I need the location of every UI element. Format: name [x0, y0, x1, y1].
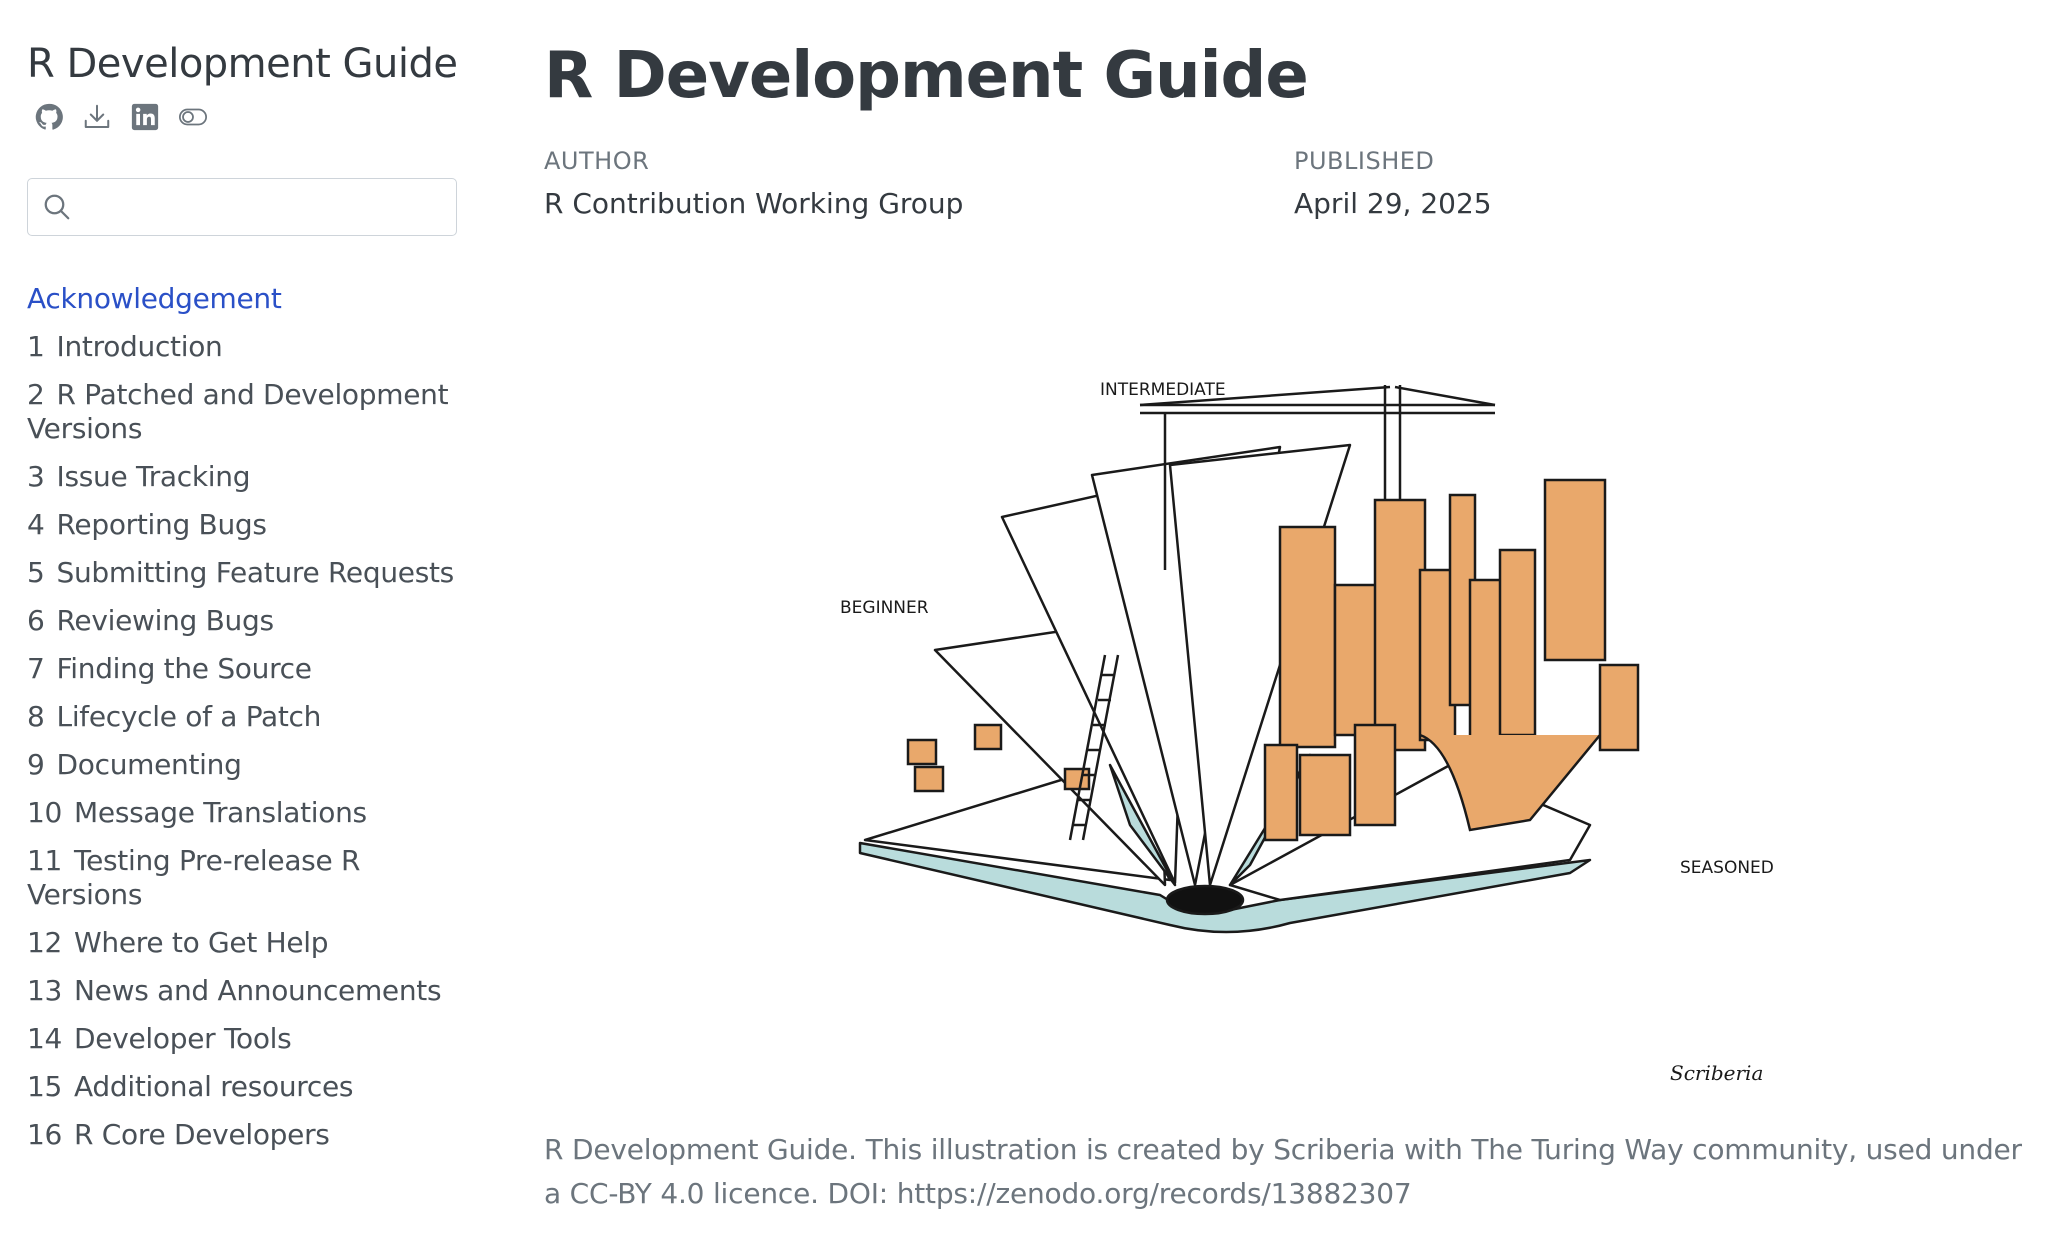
search-icon: [44, 194, 70, 220]
author-label: Author: [544, 146, 650, 175]
toc-item-testing-prerelease[interactable]: 11 Testing Pre-release R Versions: [27, 844, 361, 911]
toc-item-acknowledgement[interactable]: Acknowledgement: [27, 282, 282, 315]
toc-item-finding-source[interactable]: 7 Finding the Source: [27, 652, 312, 685]
ladder: [1068, 654, 1120, 841]
toc-item-reviewing-bugs[interactable]: 6 Reviewing Bugs: [27, 604, 274, 637]
search-box[interactable]: [27, 178, 457, 236]
signature-scriberia: Scriberia: [1670, 1061, 1763, 1085]
crane: [1139, 385, 1496, 570]
sidebar: R Development Guide Acknowledgement 1 Int…: [27, 40, 458, 1166]
site-title[interactable]: R Development Guide: [27, 41, 458, 87]
github-icon[interactable]: [32, 100, 66, 134]
toc-item-developer-tools[interactable]: 14 Developer Tools: [27, 1022, 292, 1055]
toggle-icon[interactable]: [176, 100, 210, 134]
search-input[interactable]: [82, 193, 442, 221]
toc-item-additional-resources[interactable]: 15 Additional resources: [27, 1070, 354, 1103]
toc-item-r-core-developers[interactable]: 16 R Core Developers: [27, 1118, 330, 1151]
toc-item-introduction[interactable]: 1 Introduction: [27, 330, 223, 363]
toc-item-documenting[interactable]: 9 Documenting: [27, 748, 242, 781]
toc-item-issue-tracking[interactable]: 3 Issue Tracking: [27, 460, 251, 493]
toc-item-feature-requests[interactable]: 5 Submitting Feature Requests: [27, 556, 454, 589]
figure-caption: R Development Guide. This illustration i…: [544, 1133, 2022, 1210]
toc-item-where-to-get-help[interactable]: 12 Where to Get Help: [27, 926, 329, 959]
city-buildings: [1263, 478, 1640, 842]
toc-item-message-translations[interactable]: 10 Message Translations: [27, 796, 367, 829]
label-intermediate: INTERMEDIATE: [1100, 380, 1226, 400]
author-block: Author R Contribution Working Group: [544, 147, 1294, 220]
author-value: R Contribution Working Group: [544, 186, 964, 220]
main-content: R Development Guide Author R Contributio…: [544, 38, 2044, 220]
download-icon[interactable]: [80, 100, 114, 134]
page-title: R Development Guide: [544, 39, 1309, 113]
sidebar-tools: [32, 100, 457, 134]
toc-item-reporting-bugs[interactable]: 4 Reporting Bugs: [27, 508, 267, 541]
cover-illustration: BEGINNER INTERMEDIATE SEASONED Scriberia: [840, 380, 1774, 1085]
toc-item-news[interactable]: 13 News and Announcements: [27, 974, 442, 1007]
label-beginner: BEGINNER: [840, 598, 929, 618]
title-meta: Author R Contribution Working Group Publ…: [544, 147, 2044, 220]
boxes: [906, 723, 1091, 793]
toc-item-lifecycle-patch[interactable]: 8 Lifecycle of a Patch: [27, 700, 322, 733]
published-block: Published April 29, 2025: [1294, 147, 2044, 220]
published-value: April 29, 2025: [1294, 186, 1492, 220]
linkedin-icon[interactable]: [128, 100, 162, 134]
label-seasoned: SEASONED: [1680, 858, 1774, 878]
published-label: Published: [1294, 146, 1435, 175]
